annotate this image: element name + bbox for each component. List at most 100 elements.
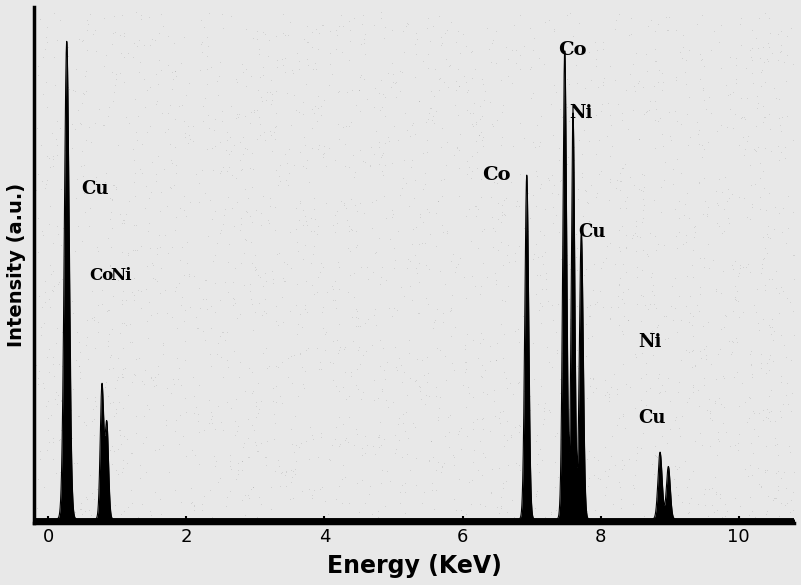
Point bbox=[202, 231, 215, 240]
Point bbox=[413, 96, 425, 105]
Point bbox=[301, 221, 314, 230]
Point bbox=[531, 252, 544, 261]
Point bbox=[445, 358, 458, 367]
Point bbox=[680, 80, 693, 89]
Point bbox=[204, 361, 217, 370]
Point bbox=[300, 156, 313, 165]
Point bbox=[129, 429, 142, 438]
Point bbox=[786, 135, 799, 144]
Point bbox=[638, 201, 650, 210]
Point bbox=[133, 353, 146, 363]
Point bbox=[426, 324, 439, 333]
Point bbox=[731, 296, 744, 305]
Point bbox=[673, 463, 686, 472]
Point bbox=[42, 367, 55, 376]
Point bbox=[210, 239, 223, 248]
Point bbox=[343, 226, 356, 236]
Point bbox=[436, 461, 449, 470]
Point bbox=[529, 239, 542, 249]
Point bbox=[610, 175, 623, 184]
Point bbox=[140, 467, 153, 476]
Point bbox=[417, 57, 429, 66]
Point bbox=[298, 140, 311, 149]
Point bbox=[244, 119, 256, 128]
Point bbox=[395, 480, 408, 490]
Point bbox=[388, 303, 400, 312]
Point bbox=[419, 168, 432, 177]
Point bbox=[118, 31, 131, 40]
Point bbox=[400, 263, 413, 273]
Point bbox=[779, 483, 792, 493]
Point bbox=[457, 272, 470, 281]
Point bbox=[727, 306, 739, 315]
Point bbox=[458, 357, 471, 366]
Point bbox=[226, 301, 239, 310]
Point bbox=[561, 159, 574, 168]
Point bbox=[463, 204, 476, 214]
Point bbox=[340, 121, 353, 130]
Point bbox=[718, 311, 731, 320]
Point bbox=[61, 236, 74, 245]
Point bbox=[231, 314, 244, 323]
Point bbox=[704, 413, 717, 422]
Point bbox=[350, 321, 363, 330]
Point bbox=[378, 33, 391, 42]
Point bbox=[630, 222, 643, 231]
Point bbox=[316, 263, 329, 272]
Point bbox=[368, 83, 381, 92]
Point bbox=[734, 501, 747, 511]
Point bbox=[659, 12, 672, 21]
Point bbox=[648, 232, 661, 241]
Point bbox=[378, 501, 391, 511]
Point bbox=[197, 101, 210, 111]
Point bbox=[257, 281, 270, 291]
Point bbox=[581, 197, 594, 207]
Point bbox=[759, 369, 772, 378]
Point bbox=[561, 250, 574, 260]
Point bbox=[497, 441, 510, 450]
Point bbox=[743, 393, 755, 402]
Point bbox=[332, 442, 345, 451]
Point bbox=[646, 338, 659, 347]
Point bbox=[208, 307, 221, 316]
Point bbox=[346, 151, 359, 160]
Point bbox=[353, 198, 366, 208]
Point bbox=[718, 204, 731, 214]
Point bbox=[223, 450, 236, 459]
Point bbox=[400, 450, 413, 459]
Point bbox=[269, 121, 282, 130]
Point bbox=[596, 81, 609, 90]
Point bbox=[612, 281, 625, 290]
Point bbox=[683, 394, 696, 403]
Point bbox=[517, 312, 530, 321]
Point bbox=[268, 466, 281, 476]
Point bbox=[307, 434, 320, 443]
Point bbox=[247, 387, 260, 396]
Point bbox=[495, 503, 508, 512]
Point bbox=[556, 112, 569, 122]
Point bbox=[353, 73, 366, 82]
Point bbox=[500, 477, 513, 486]
Point bbox=[518, 41, 531, 50]
Point bbox=[141, 261, 154, 271]
Point bbox=[116, 299, 129, 308]
Point bbox=[667, 474, 680, 483]
Point bbox=[738, 193, 751, 202]
Point bbox=[760, 359, 773, 368]
Point bbox=[193, 283, 206, 292]
Point bbox=[60, 197, 73, 207]
Point bbox=[246, 164, 259, 173]
Point bbox=[122, 502, 135, 511]
Point bbox=[655, 208, 668, 217]
Point bbox=[752, 432, 765, 441]
Point bbox=[223, 163, 235, 172]
Point bbox=[154, 242, 167, 252]
Point bbox=[697, 61, 710, 71]
Point bbox=[583, 374, 596, 383]
Point bbox=[324, 357, 336, 367]
Point bbox=[787, 505, 799, 515]
Point bbox=[708, 26, 721, 36]
Point bbox=[147, 376, 159, 385]
Point bbox=[787, 274, 800, 283]
Point bbox=[603, 396, 616, 405]
